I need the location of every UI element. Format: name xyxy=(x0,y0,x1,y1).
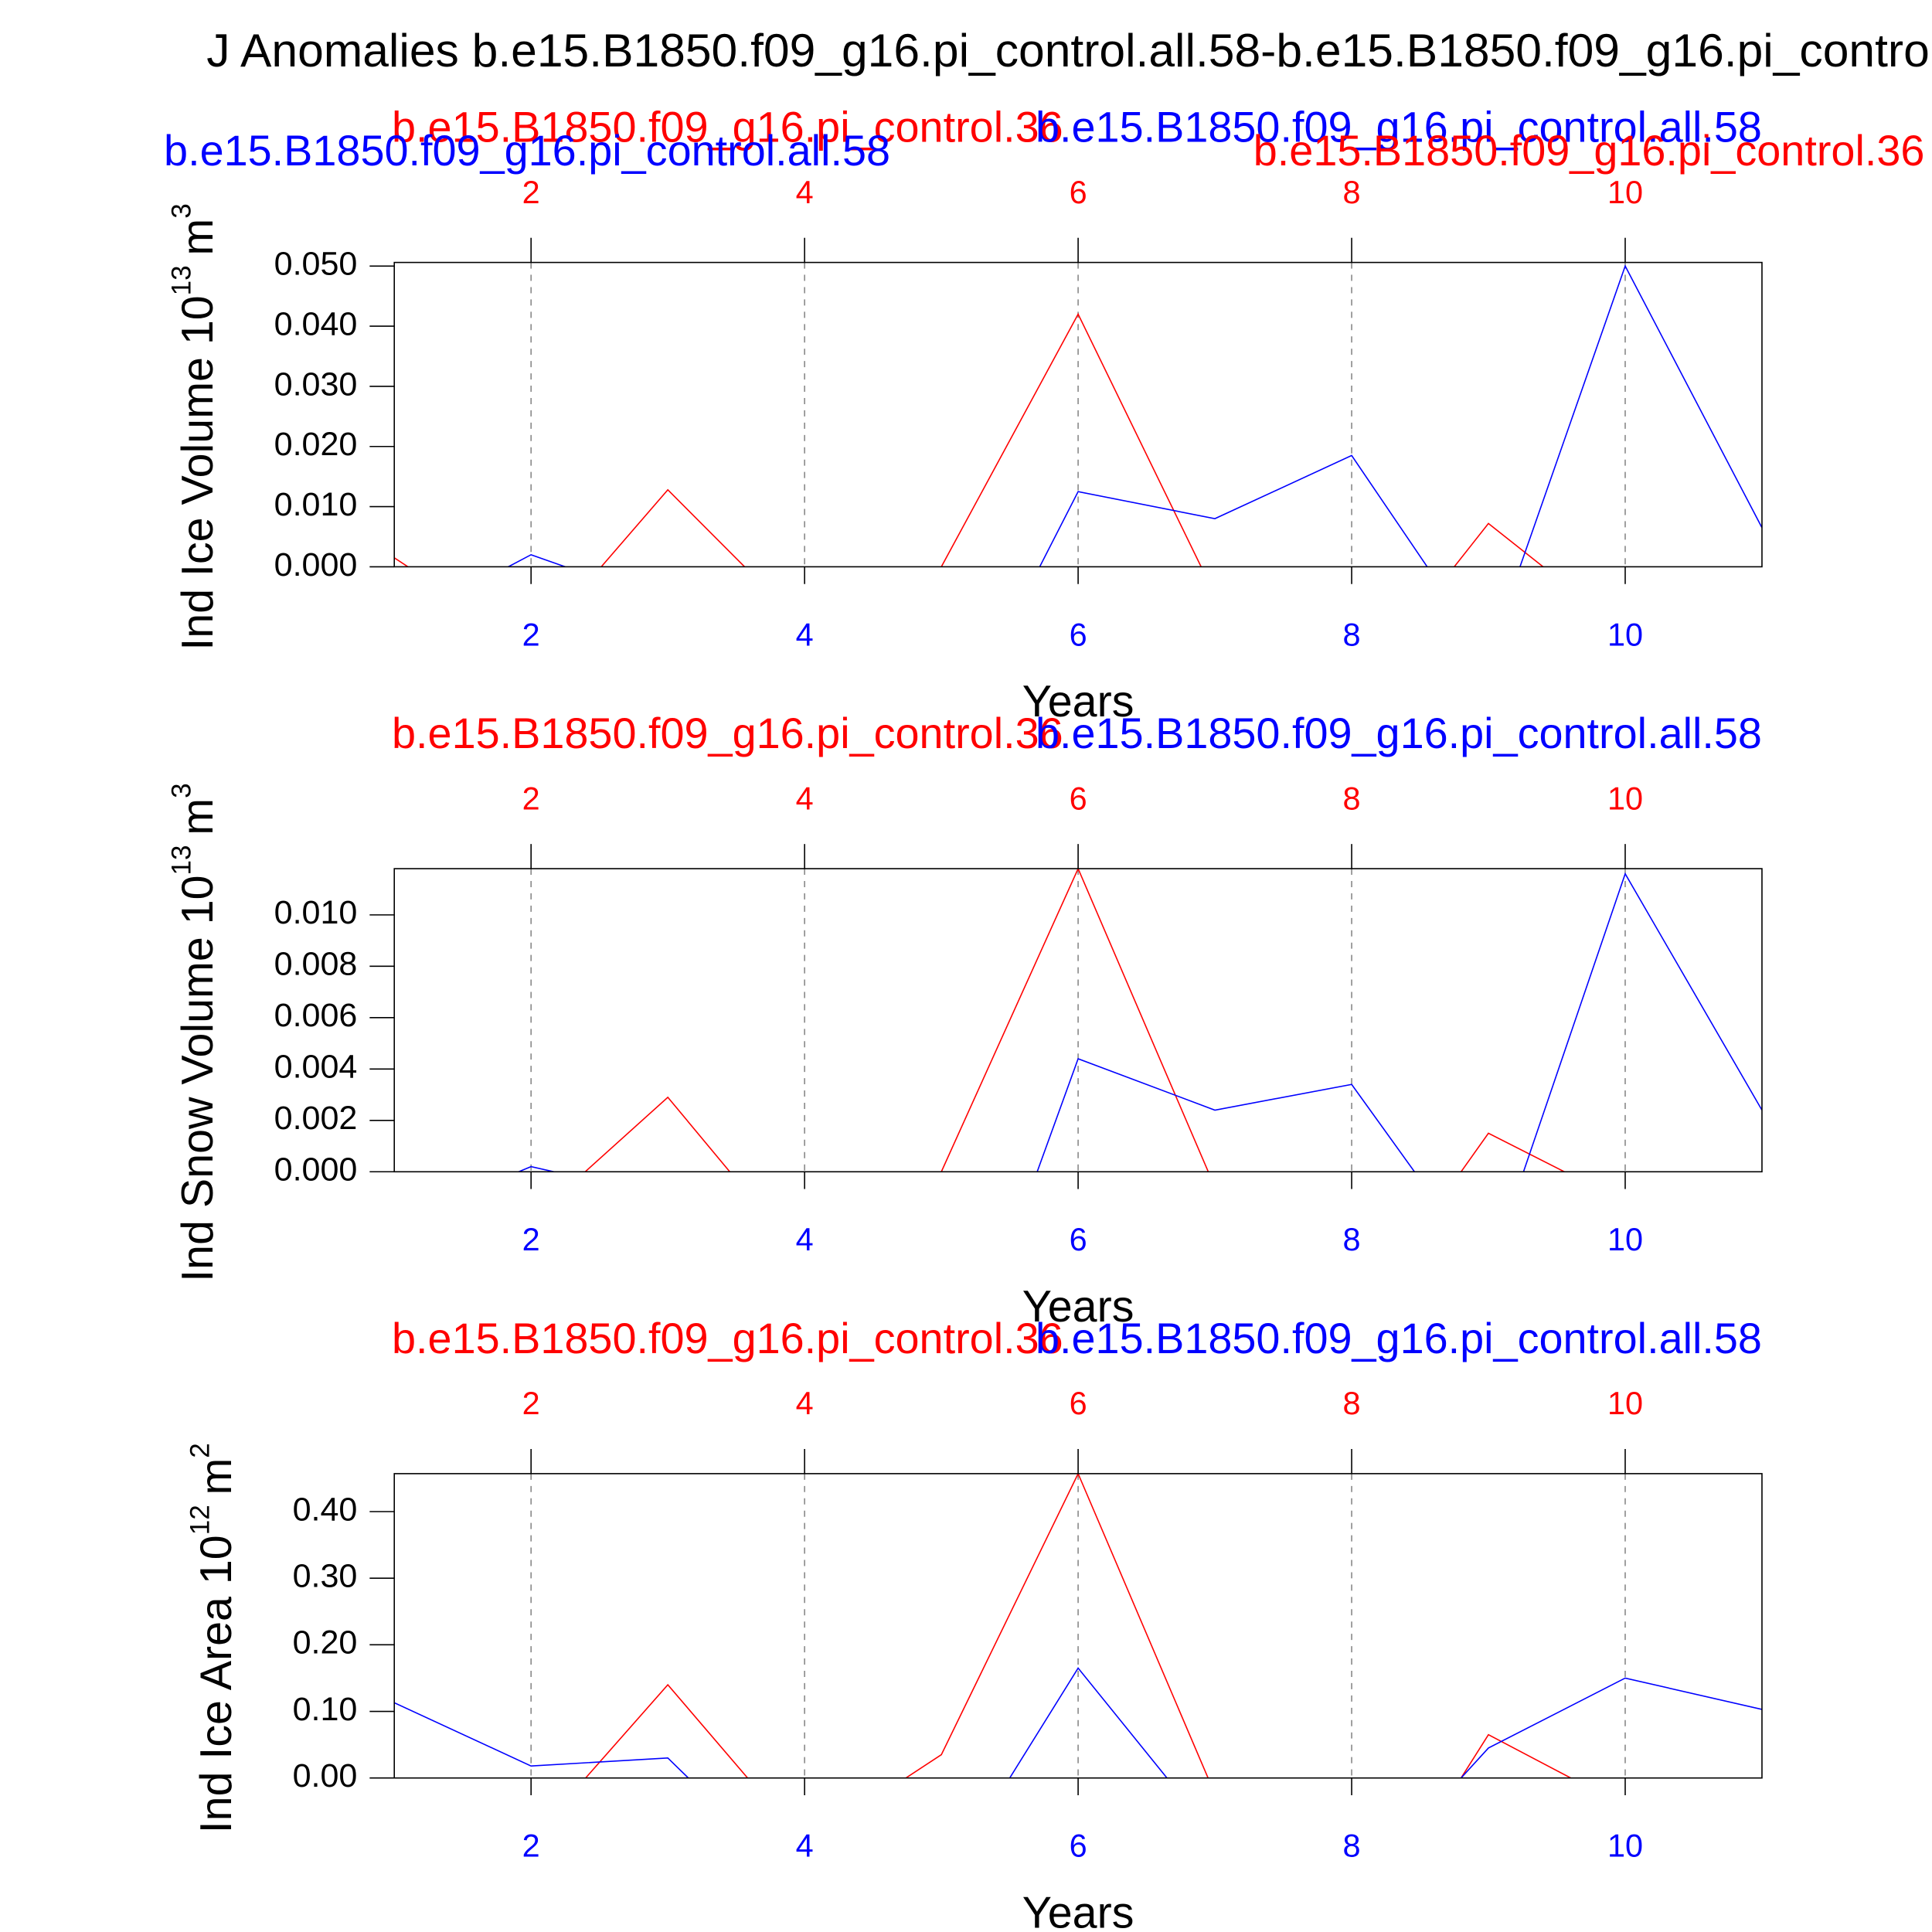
y-axis-label: Ind Ice Volume 1013 m3 xyxy=(167,203,223,650)
series-label: b.e15.B1850.f09_g16.pi_control.all.58 xyxy=(1036,1314,1762,1362)
y-tick-label: 0.10 xyxy=(293,1691,358,1728)
y-tick-label: 0.010 xyxy=(274,486,358,523)
y-tick-label: 0.30 xyxy=(293,1558,358,1595)
series-label: b.e15.B1850.f09_g16.pi_control.all.58 xyxy=(1036,709,1762,757)
y-tick-label: 0.040 xyxy=(274,305,358,342)
x-top-tick-label: 8 xyxy=(1343,1385,1361,1421)
x-tick-label: 10 xyxy=(1607,1221,1643,1257)
y-tick-label: 0.050 xyxy=(274,246,358,283)
x-top-tick-label: 2 xyxy=(522,780,540,816)
y-tick-label: 0.004 xyxy=(274,1049,358,1086)
x-top-tick-label: 10 xyxy=(1607,780,1643,816)
plot-frame xyxy=(393,1473,1763,1779)
y-tick-label: 0.000 xyxy=(274,546,358,583)
x-top-tick-label: 6 xyxy=(1070,780,1087,816)
series-line xyxy=(394,1667,1762,1778)
y-label-unit: m xyxy=(192,1458,241,1495)
x-tick-label: 6 xyxy=(1070,616,1087,652)
x-tick-label: 10 xyxy=(1607,1828,1643,1864)
plot-frame xyxy=(393,868,1763,1173)
x-top-tick-label: 4 xyxy=(796,1385,814,1421)
y-tick-label: 0.00 xyxy=(293,1757,358,1794)
series-label: b.e15.B1850.f09_g16.pi_control.36 xyxy=(392,1314,1063,1362)
y-tick-label: 0.002 xyxy=(274,1100,358,1137)
x-top-tick-label: 4 xyxy=(796,174,814,210)
x-top-tick-label: 6 xyxy=(1070,174,1087,210)
x-top-tick-label: 4 xyxy=(796,780,814,816)
x-tick-label: 2 xyxy=(522,1221,540,1257)
x-tick-label: 2 xyxy=(522,616,540,652)
series-line xyxy=(506,264,1762,567)
series-line xyxy=(584,869,1566,1172)
x-top-tick-label: 2 xyxy=(522,174,540,210)
series-label: b.e15.B1850.f09_g16.pi_control.36 xyxy=(392,709,1063,757)
y-label-exp: 13 xyxy=(167,845,197,875)
y-label-text: Ind Ice Volume 10 xyxy=(173,295,223,650)
y-axis-label: Ind Ice Area 1012 m2 xyxy=(185,1443,241,1833)
y-tick-label: 0.010 xyxy=(274,894,358,931)
series-line xyxy=(517,872,1762,1172)
y-tick-label: 0.020 xyxy=(274,426,358,463)
y-label-text: Ind Ice Area 10 xyxy=(192,1535,241,1833)
x-axis-label: Years xyxy=(1022,677,1134,726)
x-tick-label: 8 xyxy=(1343,1221,1361,1257)
x-tick-label: 8 xyxy=(1343,1828,1361,1864)
plot-frame xyxy=(393,261,1763,568)
annotation: b.e15.B1850.f09_g16.pi_control.36 xyxy=(1253,126,1925,175)
series-line xyxy=(394,312,1545,567)
panel: 2 2 4 4 6 6 8 8 10 10 0.000 0.010 0.020 0.030 0.040 0.0… xyxy=(164,103,1925,726)
x-tick-label: 4 xyxy=(796,616,814,652)
y-axis-label: Ind Snow Volume 1013 m3 xyxy=(167,783,223,1281)
y-tick-label: 0.006 xyxy=(274,997,358,1034)
series-line xyxy=(584,1473,1573,1778)
x-axis-label: Years xyxy=(1022,1282,1134,1332)
series-label: b.e15.B1850.f09_g16.pi_control.36 xyxy=(392,103,1063,151)
series-label: b.e15.B1850.f09_g16.pi_control.all.58 xyxy=(1036,103,1762,151)
y-label-text: Ind Snow Volume 10 xyxy=(173,875,223,1281)
panel: 2 2 4 4 6 6 8 8 10 10 0.000 0.002 0.004 0.006 0.008 0.0… xyxy=(167,709,1763,1332)
x-tick-label: 10 xyxy=(1607,616,1643,652)
y-tick-label: 0.40 xyxy=(293,1491,358,1528)
y-label-unit: m xyxy=(173,219,223,256)
x-tick-label: 6 xyxy=(1070,1828,1087,1864)
y-label-unit: m xyxy=(173,798,223,835)
x-top-tick-label: 6 xyxy=(1070,1385,1087,1421)
x-top-tick-label: 2 xyxy=(522,1385,540,1421)
x-tick-label: 4 xyxy=(796,1221,814,1257)
x-tick-label: 8 xyxy=(1343,616,1361,652)
x-top-tick-label: 10 xyxy=(1607,1385,1643,1421)
x-top-tick-label: 8 xyxy=(1343,174,1361,210)
figure-title: J Anomalies b.e15.B1850.f09_g16.pi_contr… xyxy=(206,24,1930,77)
x-top-tick-label: 10 xyxy=(1607,174,1643,210)
y-label-unit-exp: 2 xyxy=(185,1443,216,1458)
y-tick-label: 0.030 xyxy=(274,366,358,403)
panel: 2 2 4 4 6 6 8 8 10 10 0.00 0.10 0.20 0.30 0.40 b.e15.B1… xyxy=(185,1314,1763,1932)
y-tick-label: 0.000 xyxy=(274,1151,358,1189)
x-tick-label: 6 xyxy=(1070,1221,1087,1257)
y-label-unit-exp: 3 xyxy=(167,203,197,219)
annotation: b.e15.B1850.f09_g16.pi_control.all.58 xyxy=(164,126,890,175)
x-top-tick-label: 8 xyxy=(1343,780,1361,816)
y-label-unit-exp: 3 xyxy=(167,783,197,798)
x-tick-label: 4 xyxy=(796,1828,814,1864)
y-label-exp: 13 xyxy=(167,265,197,295)
x-tick-label: 2 xyxy=(522,1828,540,1864)
x-axis-label: Years xyxy=(1022,1888,1134,1932)
y-tick-label: 0.008 xyxy=(274,946,358,983)
y-label-exp: 12 xyxy=(185,1505,216,1535)
y-tick-label: 0.20 xyxy=(293,1624,358,1662)
